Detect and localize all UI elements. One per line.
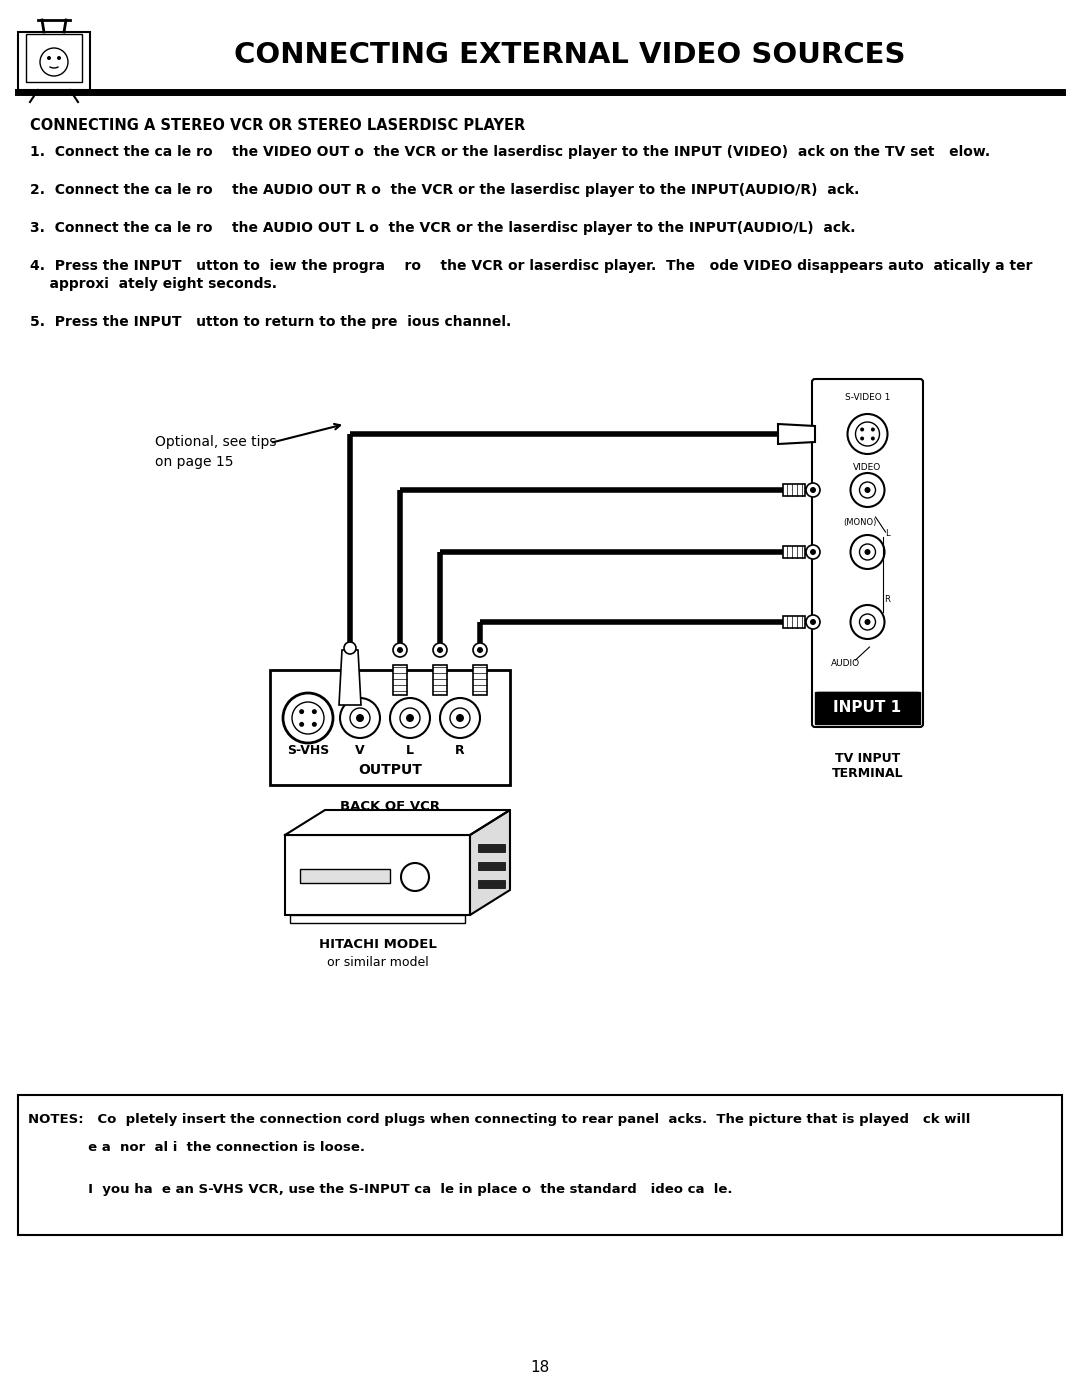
Text: CONNECTING A STEREO VCR OR STEREO LASERDISC PLAYER: CONNECTING A STEREO VCR OR STEREO LASERD…: [30, 117, 525, 133]
Circle shape: [345, 643, 356, 654]
Text: L: L: [886, 529, 890, 538]
Bar: [783, 546, 805, 557]
Text: AUDIO: AUDIO: [831, 659, 860, 669]
Text: OUTPUT: OUTPUT: [359, 763, 422, 777]
Circle shape: [299, 710, 305, 714]
Text: Optional, see tips: Optional, see tips: [156, 434, 276, 448]
Text: CONNECTING EXTERNAL VIDEO SOURCES: CONNECTING EXTERNAL VIDEO SOURCES: [234, 41, 906, 68]
Circle shape: [356, 714, 364, 722]
Circle shape: [433, 643, 447, 657]
Circle shape: [283, 693, 333, 743]
Circle shape: [870, 427, 875, 432]
Text: 4.  Press the INPUT   utton to  iew the progra    ro    the VCR or laserdisc pla: 4. Press the INPUT utton to iew the prog…: [30, 258, 1032, 272]
Circle shape: [806, 483, 820, 497]
Circle shape: [48, 56, 51, 60]
Circle shape: [806, 615, 820, 629]
Bar: [26, 34, 82, 82]
Text: S-VHS: S-VHS: [287, 743, 329, 757]
Bar: [473, 665, 487, 694]
Text: on page 15: on page 15: [156, 455, 233, 469]
Circle shape: [864, 619, 870, 624]
Circle shape: [312, 710, 316, 714]
Circle shape: [437, 647, 443, 652]
Bar: [783, 483, 805, 496]
Text: HITACHI MODEL: HITACHI MODEL: [319, 939, 436, 951]
Circle shape: [810, 488, 816, 493]
Circle shape: [440, 698, 480, 738]
Text: or similar model: or similar model: [326, 957, 429, 970]
Bar: [478, 880, 505, 888]
Text: L: L: [406, 743, 414, 757]
Circle shape: [806, 545, 820, 559]
Circle shape: [406, 714, 414, 722]
Bar: [291, 915, 465, 923]
Circle shape: [810, 549, 816, 555]
Bar: [300, 869, 390, 883]
Bar: [285, 835, 470, 915]
Text: R: R: [885, 595, 890, 605]
Text: I  you ha  e an S-VHS VCR, use the S-INPUT ca  le in place o  the standard   ide: I you ha e an S-VHS VCR, use the S-INPUT…: [28, 1183, 732, 1196]
Polygon shape: [339, 650, 361, 705]
Bar: [478, 862, 505, 870]
Text: TV INPUT
TERMINAL: TV INPUT TERMINAL: [832, 752, 903, 780]
Text: approxi  ately eight seconds.: approxi ately eight seconds.: [30, 277, 276, 291]
Circle shape: [473, 643, 487, 657]
Circle shape: [810, 619, 816, 624]
Text: V: V: [355, 743, 365, 757]
Text: S-VIDEO 1: S-VIDEO 1: [845, 393, 890, 401]
Bar: [478, 844, 505, 852]
Text: 2.  Connect the ca le ro    the AUDIO OUT R o  the VCR or the laserdisc player t: 2. Connect the ca le ro the AUDIO OUT R …: [30, 183, 860, 197]
Text: 3.  Connect the ca le ro    the AUDIO OUT L o  the VCR or the laserdisc player t: 3. Connect the ca le ro the AUDIO OUT L …: [30, 221, 855, 235]
Text: (MONO): (MONO): [842, 517, 876, 527]
Circle shape: [312, 722, 316, 726]
Text: 1.  Connect the ca le ro    the VIDEO OUT o  the VCR or the laserdisc player to : 1. Connect the ca le ro the VIDEO OUT o …: [30, 145, 990, 159]
Circle shape: [299, 722, 305, 726]
Bar: [393, 665, 407, 694]
Circle shape: [456, 714, 464, 722]
Text: BACK OF VCR: BACK OF VCR: [340, 800, 440, 813]
Bar: [815, 692, 920, 724]
Circle shape: [864, 549, 870, 555]
Circle shape: [390, 698, 430, 738]
Bar: [270, 671, 510, 785]
Circle shape: [860, 436, 864, 440]
Polygon shape: [285, 810, 510, 835]
Circle shape: [864, 488, 870, 493]
Bar: [433, 665, 447, 694]
Bar: [783, 616, 805, 629]
Bar: [18, 1095, 1062, 1235]
Text: VIDEO: VIDEO: [853, 462, 881, 472]
Circle shape: [397, 647, 403, 652]
Text: 18: 18: [530, 1361, 550, 1376]
Circle shape: [860, 427, 864, 432]
Circle shape: [870, 436, 875, 440]
Text: R: R: [455, 743, 464, 757]
Circle shape: [57, 56, 60, 60]
Circle shape: [393, 643, 407, 657]
Circle shape: [340, 698, 380, 738]
Circle shape: [477, 647, 483, 652]
Text: NOTES:   Co  pletely insert the connection cord plugs when connecting to rear pa: NOTES: Co pletely insert the connection …: [28, 1113, 970, 1126]
Text: 5.  Press the INPUT   utton to return to the pre  ious channel.: 5. Press the INPUT utton to return to th…: [30, 314, 511, 330]
Text: e a  nor  al i  the connection is loose.: e a nor al i the connection is loose.: [28, 1141, 365, 1154]
Polygon shape: [470, 810, 510, 915]
Polygon shape: [778, 425, 815, 444]
Text: INPUT 1: INPUT 1: [834, 700, 902, 715]
